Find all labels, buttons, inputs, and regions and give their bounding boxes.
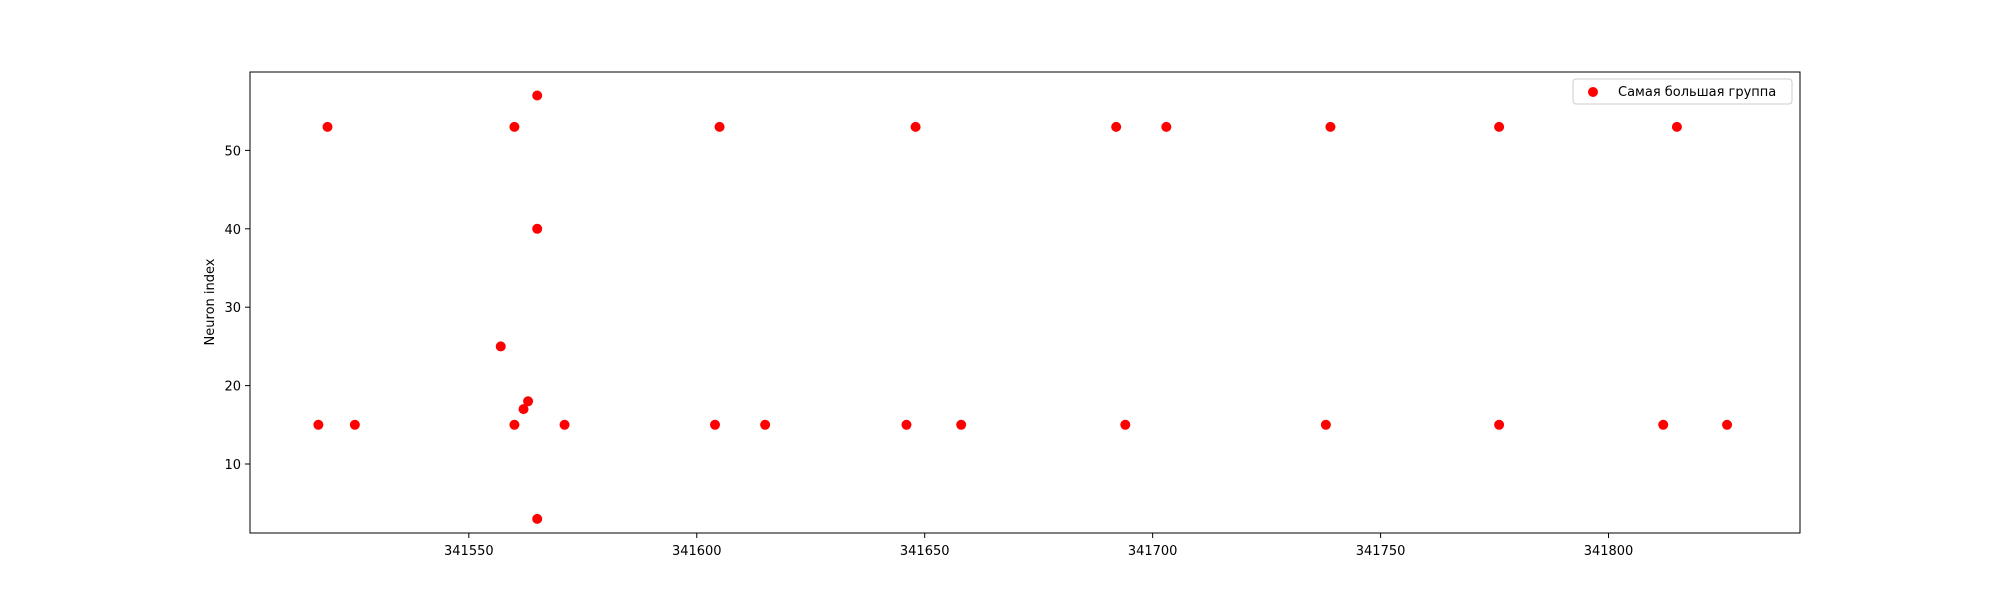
data-point [559, 419, 570, 430]
data-point [322, 121, 333, 132]
y-tick-label: 20 [224, 380, 241, 395]
data-point [1494, 121, 1505, 132]
data-point [518, 404, 529, 415]
data-point [1111, 121, 1122, 132]
data-point [714, 121, 725, 132]
y-axis-label: Neuron index [203, 258, 218, 345]
data-point [1494, 419, 1505, 430]
x-tick-label: 341700 [1128, 544, 1178, 559]
data-point [523, 396, 534, 407]
data-point [760, 419, 771, 430]
data-point [901, 419, 912, 430]
data-point [532, 90, 543, 101]
data-point [710, 419, 720, 430]
legend-label: Самая большая группа [1618, 85, 1776, 100]
data-point [1320, 419, 1331, 430]
data-point [1671, 121, 1682, 132]
y-tick-label: 50 [224, 144, 241, 159]
y-tick-label: 10 [224, 458, 241, 473]
data-points [313, 90, 1733, 524]
data-point [1120, 419, 1131, 430]
x-tick-label: 341600 [672, 544, 722, 559]
data-point [910, 121, 921, 132]
data-point [1658, 419, 1669, 430]
x-tick-label: 341650 [900, 544, 950, 559]
data-point [509, 121, 520, 132]
data-point [1325, 121, 1336, 132]
data-point [349, 419, 360, 430]
legend: Самая большая группа [1572, 78, 1793, 105]
data-point [313, 419, 324, 430]
legend-marker [1588, 87, 1598, 97]
x-tick-label: 341550 [444, 544, 494, 559]
x-tick-label: 341800 [1584, 544, 1634, 559]
legend-box [1572, 78, 1793, 105]
data-point [532, 223, 543, 234]
data-point [495, 341, 506, 352]
x-axis: 341550 341600 341650 341700 341750 341800 [444, 533, 1633, 559]
data-point [1722, 419, 1733, 430]
x-tick-label: 341750 [1356, 544, 1406, 559]
data-point [509, 419, 520, 430]
data-point [532, 513, 543, 524]
y-tick-label: 30 [224, 301, 241, 316]
y-tick-label: 40 [224, 223, 241, 238]
y-axis: 10 20 30 40 50 [224, 144, 250, 473]
plot-area [249, 71, 1801, 534]
data-point [956, 419, 967, 430]
data-point [1161, 121, 1172, 132]
